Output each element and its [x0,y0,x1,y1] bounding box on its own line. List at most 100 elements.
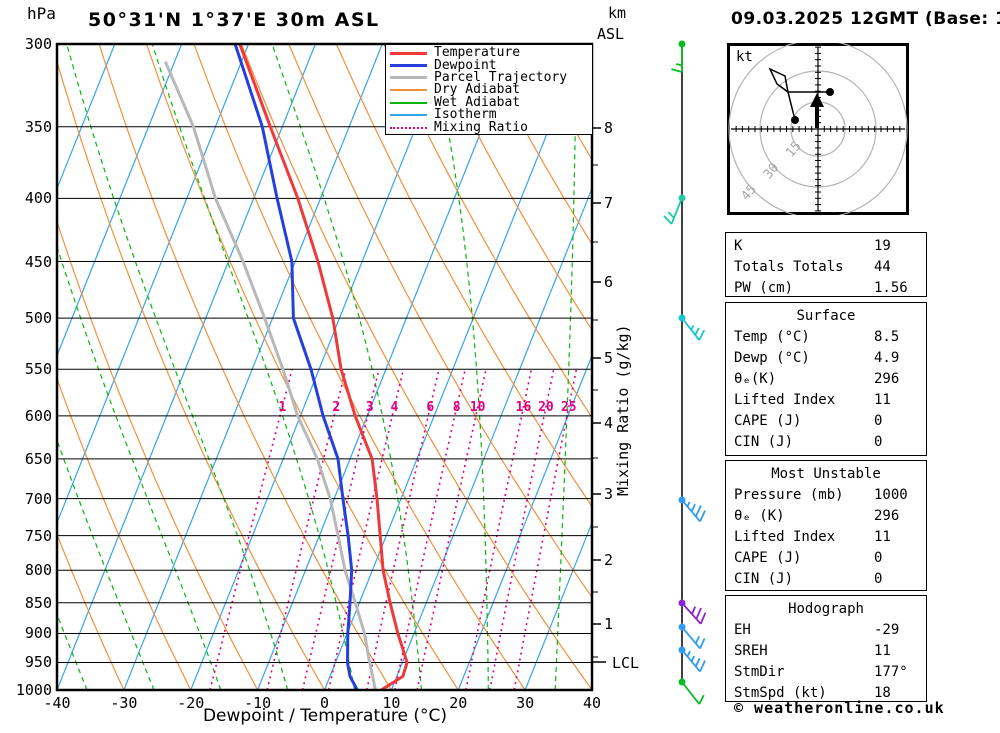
table-row-value: 1.56 [874,280,908,296]
pressure-tick-label: 650 [24,449,52,468]
table-row-label: θₑ(K) [734,371,777,387]
table-row-value: 4.9 [874,350,900,366]
mixing-ratio-line [416,369,487,690]
table-row-value: 0 [874,571,883,587]
table-row-value: 0 [874,434,883,450]
mixing-ratio-line [209,368,293,690]
isotherm [57,44,250,525]
mixing-ratio-line [465,369,533,690]
curve-temperature [238,44,409,690]
table-row-value: -29 [874,622,900,638]
legend-label: Isotherm [434,107,497,123]
table-title: Surface [796,308,856,324]
table-row-label: StmDir [734,664,785,680]
table-row: CAPE (J) 0 [726,411,926,432]
km-tick-label: 3 [604,485,614,503]
mixing-ratio-value: 2 [332,400,340,415]
wind-barb [671,40,686,73]
curve-parcel-trajectory [163,61,377,690]
wind-barb [678,496,706,523]
x-axis-label: Dewpoint / Temperature (°C) [202,706,448,726]
mixing-ratio-line [513,369,578,690]
wind-barb [678,678,705,705]
wet-adiabat [554,44,577,690]
temp-tick-label: 0 [319,694,330,712]
temp-tick-label: -10 [244,694,272,712]
mixing-ratio-axis-label: Mixing Ratio (g/kg) [614,324,632,496]
table-row-label: StmSpd (kt) [734,685,827,701]
pressure-tick-label: 950 [24,653,52,672]
isotherm [457,354,592,690]
hodograph-unit: kt [736,49,753,65]
table-row-label: SREH [734,643,768,659]
mixing-ratio-value: 20 [538,400,554,415]
isotherm [190,44,450,690]
table-row: EH -29 [726,620,926,641]
table-row-label: Pressure (mb) [734,487,844,503]
table-row-label: Lifted Index [734,529,836,545]
storm-motion-arrow [810,93,824,128]
isotherm [123,44,383,690]
table-row: SREH 11 [726,641,926,662]
plot-border [55,42,594,692]
curve-dewpoint [233,44,359,690]
wet-adiabat [430,44,489,690]
temp-tick-label: 10 [382,694,401,712]
mixing-ratio-line [301,369,380,690]
hodograph-ring [728,43,908,215]
pressure-axis-unit: hPa [27,4,56,23]
isotherm [257,44,517,690]
dry-adiabat [478,44,592,246]
wind-barb [678,646,706,673]
legend-swatch [390,126,427,129]
legend-label: Temperature [434,45,521,61]
table-row-label: EH [734,622,751,638]
table-row: PW (cm) 1.56 [726,278,926,299]
isotherm [57,44,316,690]
legend-row: Parcel Trajectory [390,71,592,84]
pressure-tick-label: 450 [24,252,52,271]
pressure-tick-label: 600 [24,406,52,425]
table-row-value: 8.5 [874,329,900,345]
isotherm [57,44,183,358]
table-row-value: 177° [874,664,908,680]
table-row: StmSpd (kt) 18 [726,683,926,704]
wind-barb [678,314,706,341]
legend-swatch [390,51,427,55]
index-table: Most Unstable Pressure (mb) 1000 θₑ (K) 296 L… [725,460,927,591]
mixing-ratio-line [266,369,347,690]
table-title: Most Unstable [771,466,881,482]
temp-tick-label: -30 [110,694,138,712]
table-row-label: Dewp (°C) [734,350,810,366]
isotherm [524,521,592,690]
table-row: Lifted Index 11 [726,527,926,548]
table-row: CIN (J) 0 [726,432,926,453]
pressure-tick-label: 350 [24,117,52,136]
mixing-ratio-value: 4 [390,400,398,415]
isotherm [390,186,592,690]
background-lines [57,44,592,690]
table-row-label: CIN (J) [734,434,794,450]
table-row: Temp (°C) 8.5 [726,327,926,348]
wind-barb [663,194,686,225]
km-tick-label: 4 [604,414,614,432]
pressure-tick-label: 500 [24,309,52,328]
legend-label: Wet Adiabat [434,94,521,110]
table-row-value: 11 [874,643,891,659]
mixing-ratio-value: 6 [426,400,434,415]
km-tick-label: 8 [604,119,614,137]
table-row-value: 296 [874,371,900,387]
legend-swatch [390,89,427,92]
km-tick-label: 2 [604,551,614,569]
legend: Temperature Dewpoint Parcel Trajectory Dry … [385,44,593,135]
pressure-tick-label: 850 [24,593,52,612]
table-row-label: CAPE (J) [734,413,802,429]
mixing-ratio-line [489,369,555,690]
mixing-ratio-line [365,369,440,690]
mixing-ratio-line [394,369,466,690]
table-row: CIN (J) 0 [726,569,926,590]
isotherm [57,44,116,191]
km-tick-label: 6 [604,273,614,291]
